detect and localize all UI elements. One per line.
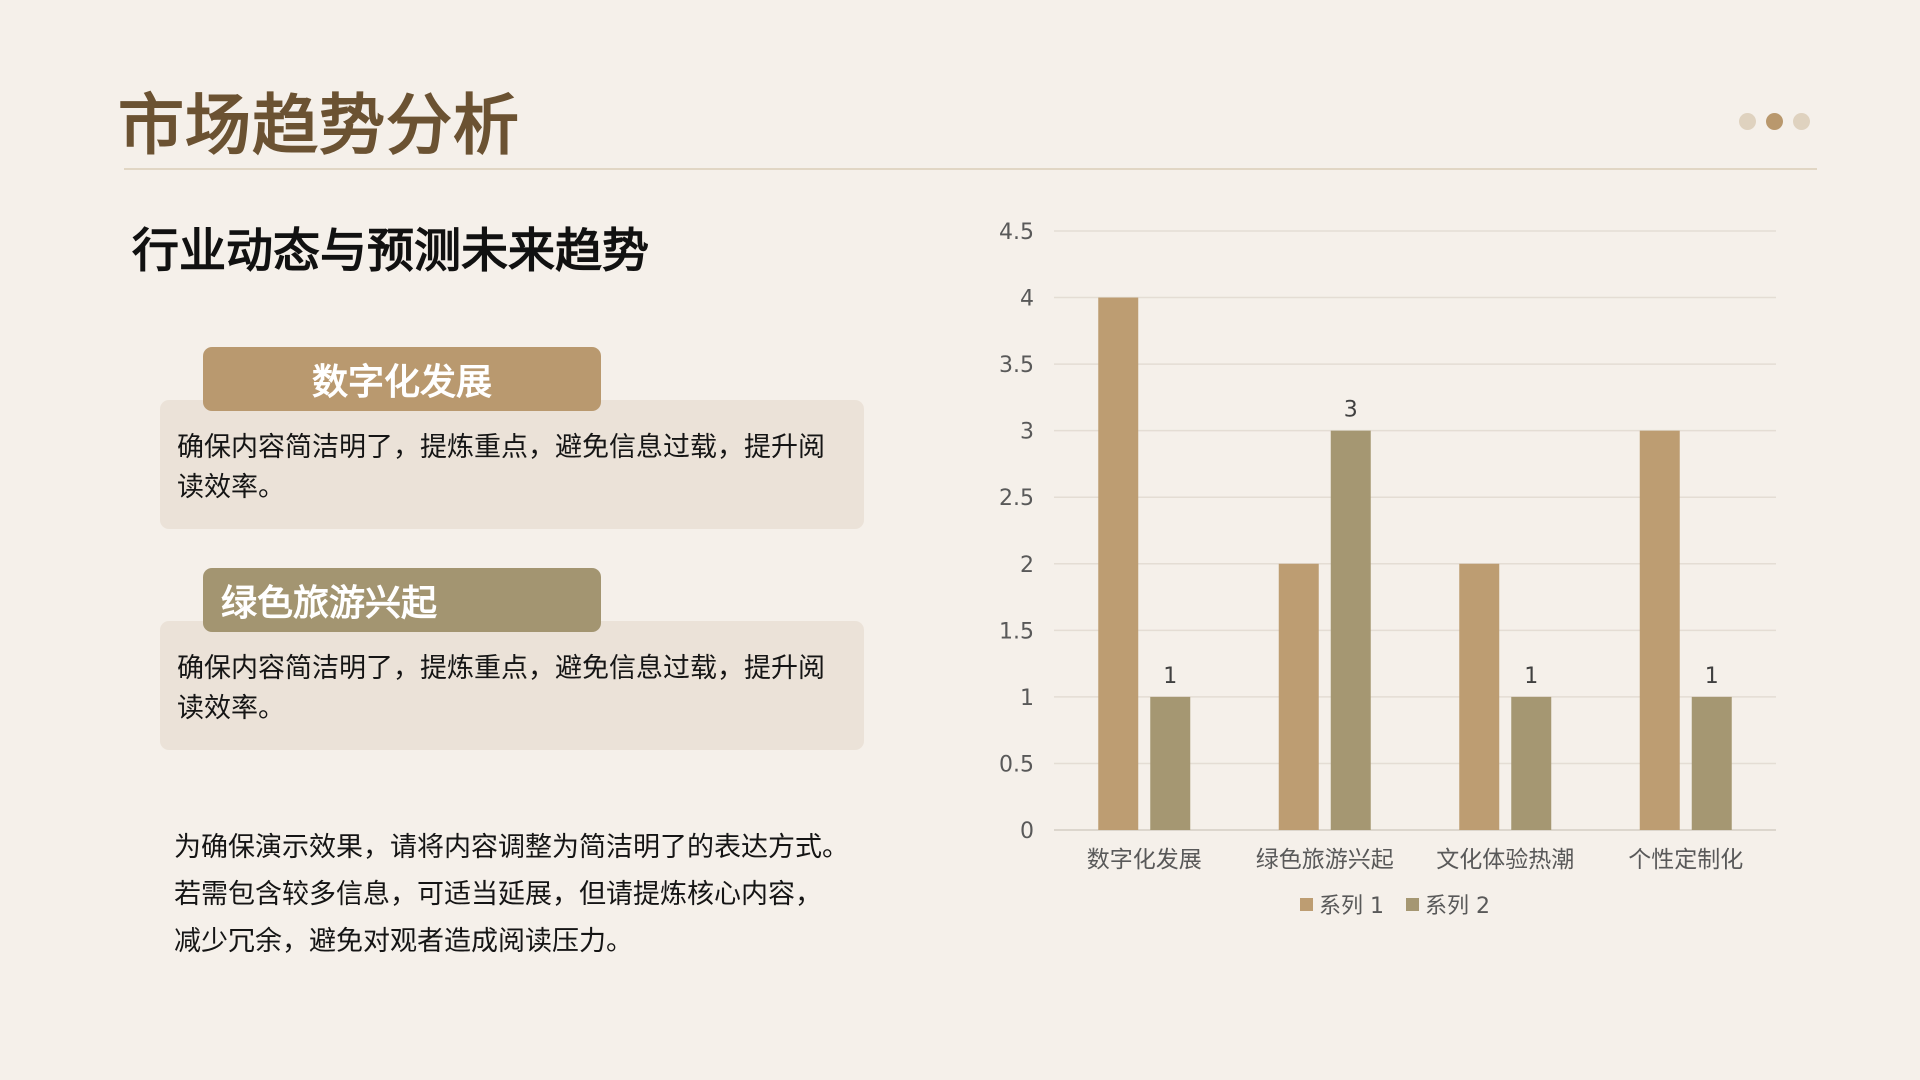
trend-card-digital: 确保内容简洁明了，提炼重点，避免信息过载，提升阅读效率。 数字化发展 xyxy=(160,347,864,531)
y-tick-label: 3.5 xyxy=(999,353,1034,378)
bar-series1 xyxy=(1459,563,1500,830)
bar-series2 xyxy=(1511,696,1552,830)
indicator-dot xyxy=(1739,113,1756,130)
trend-card-body: 确保内容简洁明了，提炼重点，避免信息过载，提升阅读效率。 xyxy=(160,621,864,750)
category-label: 个性定制化 xyxy=(1628,847,1743,873)
legend-swatch xyxy=(1300,898,1313,911)
trend-card-tag: 数字化发展 xyxy=(203,347,601,411)
data-label: 1 xyxy=(1705,664,1719,689)
legend-label: 系列 1 xyxy=(1319,894,1384,919)
y-tick-label: 4 xyxy=(1020,287,1034,312)
y-tick-label: 2 xyxy=(1020,553,1034,578)
y-tick-label: 0.5 xyxy=(999,752,1034,777)
bar-series1 xyxy=(1639,430,1680,830)
trend-card-green: 确保内容简洁明了，提炼重点，避免信息过载，提升阅读效率。 绿色旅游兴起 xyxy=(160,568,864,752)
presentation-note: 为确保演示效果，请将内容调整为简洁明了的表达方式。 若需包含较多信息，可适当延展… xyxy=(174,824,894,965)
note-line: 减少冗余，避免对观者造成阅读压力。 xyxy=(174,926,633,957)
bar-series2 xyxy=(1691,696,1732,830)
trend-card-tag: 绿色旅游兴起 xyxy=(203,568,601,632)
y-tick-label: 2.5 xyxy=(999,486,1034,511)
legend-swatch xyxy=(1406,898,1419,911)
page-title: 市场趋势分析 xyxy=(118,87,520,164)
legend-label: 系列 2 xyxy=(1425,894,1490,919)
note-line: 为确保演示效果，请将内容调整为简洁明了的表达方式。 xyxy=(174,832,849,863)
trend-card-body: 确保内容简洁明了，提炼重点，避免信息过载，提升阅读效率。 xyxy=(160,400,864,529)
indicator-dot xyxy=(1793,113,1810,130)
category-label: 数字化发展 xyxy=(1087,847,1202,873)
y-tick-label: 4.5 xyxy=(999,220,1034,245)
indicator-dot-active xyxy=(1766,113,1783,130)
page-indicator xyxy=(1739,113,1810,130)
y-tick-label: 1.5 xyxy=(999,619,1034,644)
bar-series1 xyxy=(1098,297,1139,830)
category-label: 文化体验热潮 xyxy=(1436,847,1574,873)
data-label: 1 xyxy=(1163,664,1177,689)
y-tick-label: 0 xyxy=(1020,819,1034,844)
bar-series2 xyxy=(1330,430,1371,830)
y-tick-label: 1 xyxy=(1020,686,1034,711)
title-divider xyxy=(124,168,1817,170)
section-subtitle: 行业动态与预测未来趋势 xyxy=(132,224,649,279)
data-label: 3 xyxy=(1344,398,1358,423)
data-label: 1 xyxy=(1524,664,1538,689)
category-label: 绿色旅游兴起 xyxy=(1256,847,1394,873)
y-tick-label: 3 xyxy=(1020,420,1034,445)
bar-series1 xyxy=(1278,563,1319,830)
bar-series2 xyxy=(1150,696,1191,830)
note-line: 若需包含较多信息，可适当延展，但请提炼核心内容， xyxy=(174,879,822,910)
